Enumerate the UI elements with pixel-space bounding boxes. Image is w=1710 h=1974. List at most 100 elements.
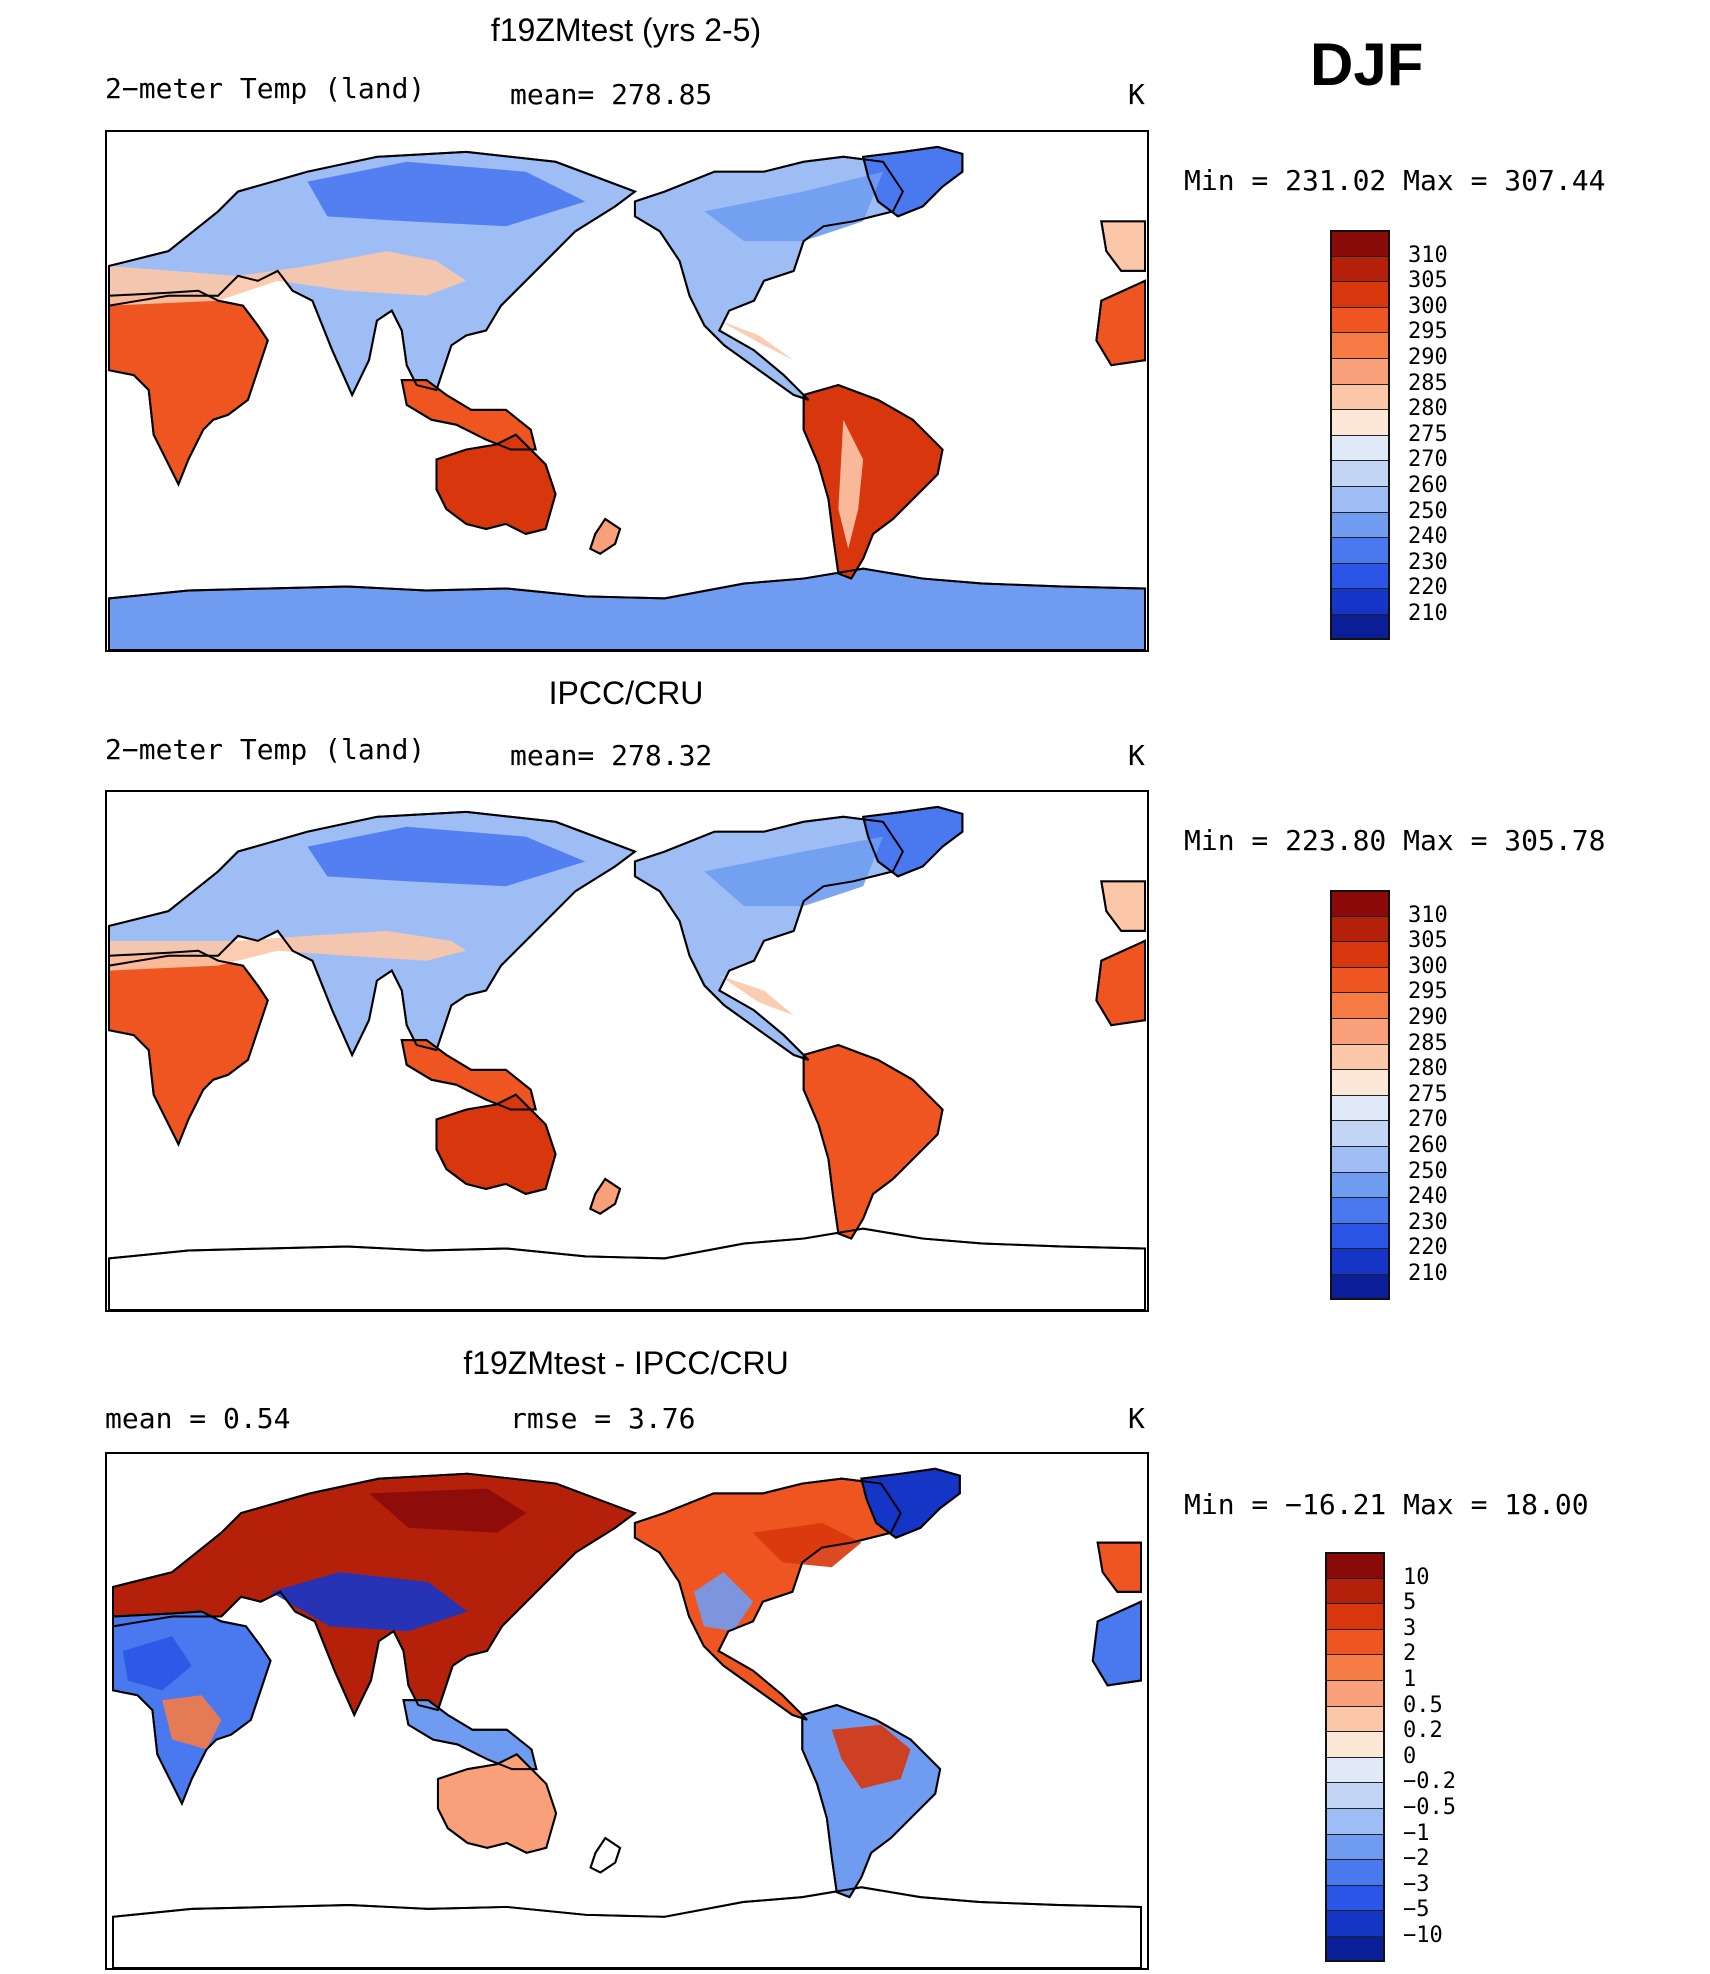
colorbar-tick-label: 250 [1408,498,1448,524]
coastline-antarctica [108,567,1146,650]
season-label: DJF [1310,31,1424,98]
landmass-europeedge [1096,1541,1142,1593]
panel-3-minmax: Min = −16.21 Max = 18.00 [1184,1488,1589,1521]
coastline-seasia [400,379,537,451]
panel-3-map [105,1452,1149,1970]
temperature-band [122,1636,192,1691]
coastline-seasia [402,1699,538,1771]
landmass-antarctica [108,1227,1146,1310]
coastline-namerica [633,1477,902,1721]
colorbar-tick-label: −10 [1403,1923,1443,1948]
colorbar-tick-label: 210 [1408,1261,1448,1286]
colorbar-tick-label: 300 [1408,953,1448,979]
landmass-africa [108,949,269,1147]
temperature-band [162,1695,222,1750]
temperature-band [753,1522,862,1568]
coastline-eurasia [108,810,637,1058]
colorbar-tick-label: 270 [1408,447,1448,473]
panel-1-mean-label: mean= 278.85 [510,78,713,111]
coastline-antarctica [108,1227,1146,1310]
coastline-westafrica [1095,939,1146,1027]
colorbar-swatch [1330,1018,1390,1044]
colorbar-tick-label: 0 [1403,1743,1417,1769]
panel-1-variable-label: 2−meter Temp (land) [105,72,426,105]
panel-2-mean-label: mean= 278.32 [510,739,713,772]
colorbar-tick-label: 270 [1408,1107,1448,1133]
coastline-australia [435,1093,557,1195]
coastline-samerica [802,1044,944,1240]
colorbar-tick-label: 250 [1408,1158,1448,1184]
colorbar-swatch [1330,941,1390,967]
landmass-antarctica [108,567,1146,650]
coastline-namerica [633,815,905,1061]
colorbar-frame [1325,1552,1385,1962]
colorbar-tick-label: −5 [1403,1897,1430,1923]
temperature-band [307,161,586,227]
colorbar-tick-label: 280 [1408,396,1448,422]
temperature-band [369,1488,527,1533]
coastline-namerica [633,155,905,401]
coastline-africa [108,289,269,487]
landmass-africa [108,289,269,487]
coastline-eurasia [112,1472,637,1718]
coastline-greenland [860,1467,961,1539]
colorbar-swatch [1330,966,1390,993]
colorbar-tick-label: 230 [1408,1209,1448,1235]
panel-2-minmax: Min = 223.80 Max = 305.78 [1184,824,1606,857]
colorbar-tick-label: 5 [1403,1590,1417,1616]
colorbar-tick-label: −2 [1403,1846,1430,1872]
colorbar-tick-label: 310 [1408,242,1448,268]
temperature-band [704,836,884,907]
panel-2-units: K [1128,739,1145,772]
colorbar-tick-label: 3 [1403,1615,1417,1641]
colorbar-swatch [1330,614,1390,640]
coastline-nz [589,517,622,555]
coastline-samerica [801,1704,942,1899]
temperature-band [307,826,586,887]
colorbar-swatch [1330,1197,1390,1223]
panel-3-title: f19ZMtest - IPCC/CRU [463,1345,789,1381]
colorbar-tick-label: 260 [1408,473,1448,498]
panel-2-map [105,790,1149,1312]
colorbar-tick-label: 260 [1408,1133,1448,1158]
colorbar-tick-label: 280 [1408,1056,1448,1082]
colorbar-tick-label: −0.2 [1403,1769,1456,1795]
panel-1-minmax: Min = 231.02 Max = 307.44 [1184,164,1606,197]
landmass-australia [435,1093,557,1195]
coastline-greenland [861,805,964,878]
temperature-band [693,1572,754,1632]
landmass-australia [435,433,557,535]
colorbar-swatch [1325,1577,1385,1604]
coastline-samerica [802,384,944,580]
colorbar-tick-label: 220 [1408,575,1448,601]
colorbar-tick-label: 240 [1408,1184,1448,1210]
colorbar-tick-label: 210 [1408,601,1448,626]
panel-1-units: K [1128,78,1145,111]
panel-2-title: IPCC/CRU [548,675,704,711]
landmass-europeedge [1100,880,1146,932]
coastline-europeedge [1096,1541,1142,1593]
colorbar-tick-label: 240 [1408,524,1448,550]
colorbar-tick-label: −1 [1403,1820,1430,1846]
colorbar-tick-label: 295 [1408,319,1448,345]
panel-3-map-svg [112,1467,1142,1968]
colorbar-tick-label: 275 [1408,421,1448,447]
colorbar-tick-label: 220 [1408,1235,1448,1261]
coastline-australia [435,433,557,535]
colorbar-tick-label: 0.2 [1403,1718,1443,1744]
coastline-europeedge [1100,220,1146,272]
coastline-westafrica [1091,1600,1142,1687]
panel-3-rmse-label: rmse = 3.76 [510,1402,696,1435]
colorbar-tick-label: 290 [1408,345,1448,370]
colorbar-tick-label: 285 [1408,1030,1448,1056]
colorbar-tick-label: 290 [1408,1005,1448,1030]
colorbar-frame [1330,230,1390,640]
coastline-antarctica [112,1886,1142,1968]
colorbar-tick-label: 275 [1408,1081,1448,1107]
temperature-band [719,320,794,361]
landmass-antarctica [112,1886,1142,1968]
colorbar-swatch [1330,332,1390,358]
colorbar-tick-label: 305 [1408,928,1448,954]
colorbar-tick-label: 2 [1403,1641,1417,1667]
temperature-band [109,930,467,971]
